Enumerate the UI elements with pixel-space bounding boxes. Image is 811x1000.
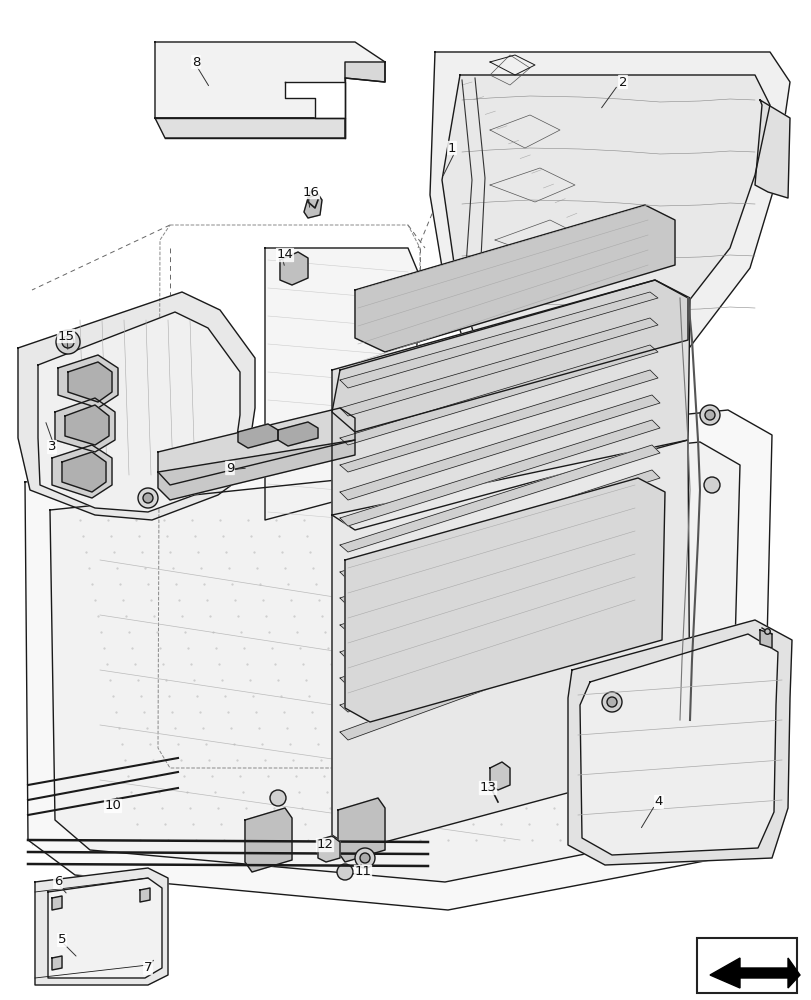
Circle shape xyxy=(704,410,714,420)
Polygon shape xyxy=(340,545,659,660)
Polygon shape xyxy=(340,292,657,388)
Polygon shape xyxy=(568,620,791,865)
Polygon shape xyxy=(52,445,112,498)
Polygon shape xyxy=(340,445,659,552)
Polygon shape xyxy=(441,75,769,355)
Text: 7: 7 xyxy=(144,961,152,974)
Polygon shape xyxy=(489,762,509,790)
Text: 10: 10 xyxy=(105,799,122,812)
Polygon shape xyxy=(65,405,109,445)
Polygon shape xyxy=(337,798,384,862)
Polygon shape xyxy=(48,878,162,978)
Text: 6: 6 xyxy=(54,876,62,888)
Circle shape xyxy=(138,488,158,508)
Text: 12: 12 xyxy=(316,838,333,851)
Polygon shape xyxy=(340,470,659,580)
Text: 8: 8 xyxy=(191,56,200,69)
Polygon shape xyxy=(52,956,62,970)
Polygon shape xyxy=(430,52,789,385)
Circle shape xyxy=(703,477,719,493)
Polygon shape xyxy=(25,410,771,910)
Circle shape xyxy=(56,330,80,354)
Polygon shape xyxy=(158,440,354,500)
Polygon shape xyxy=(340,395,659,500)
Polygon shape xyxy=(340,370,657,472)
Text: 2: 2 xyxy=(618,76,626,89)
Text: 11: 11 xyxy=(354,865,371,878)
Polygon shape xyxy=(52,896,62,910)
Circle shape xyxy=(601,692,621,712)
Polygon shape xyxy=(340,592,659,712)
Polygon shape xyxy=(345,478,664,722)
Text: 14: 14 xyxy=(277,248,293,261)
FancyBboxPatch shape xyxy=(696,938,796,993)
Polygon shape xyxy=(754,100,789,198)
Polygon shape xyxy=(58,355,118,408)
Polygon shape xyxy=(340,318,657,416)
Polygon shape xyxy=(158,408,354,485)
Polygon shape xyxy=(35,868,168,985)
Polygon shape xyxy=(155,42,384,118)
Polygon shape xyxy=(277,422,318,446)
Circle shape xyxy=(354,848,375,868)
Polygon shape xyxy=(155,118,345,138)
Polygon shape xyxy=(340,345,657,445)
Polygon shape xyxy=(579,634,777,855)
Circle shape xyxy=(143,493,152,503)
Polygon shape xyxy=(340,420,659,526)
Polygon shape xyxy=(238,424,277,448)
Polygon shape xyxy=(285,82,345,118)
Circle shape xyxy=(359,853,370,863)
Text: 15: 15 xyxy=(58,330,75,342)
Circle shape xyxy=(699,405,719,425)
Polygon shape xyxy=(345,62,384,82)
Text: 16: 16 xyxy=(303,186,319,198)
Polygon shape xyxy=(245,808,292,872)
Circle shape xyxy=(607,697,616,707)
Polygon shape xyxy=(303,194,322,218)
Polygon shape xyxy=(340,495,659,606)
Polygon shape xyxy=(709,958,799,988)
Polygon shape xyxy=(264,248,418,520)
Polygon shape xyxy=(332,280,687,432)
Text: 1: 1 xyxy=(447,142,456,155)
Text: 4: 4 xyxy=(654,795,663,808)
Polygon shape xyxy=(139,888,150,902)
Text: 13: 13 xyxy=(479,781,496,794)
Circle shape xyxy=(337,864,353,880)
Polygon shape xyxy=(55,398,115,452)
Polygon shape xyxy=(62,452,106,492)
Polygon shape xyxy=(340,520,659,632)
Polygon shape xyxy=(759,630,771,648)
Polygon shape xyxy=(318,836,340,862)
Polygon shape xyxy=(332,440,689,850)
Circle shape xyxy=(62,336,74,348)
Text: 3: 3 xyxy=(48,440,56,454)
Polygon shape xyxy=(38,312,240,512)
Polygon shape xyxy=(340,568,659,686)
Polygon shape xyxy=(332,280,689,530)
Polygon shape xyxy=(280,252,307,285)
Polygon shape xyxy=(18,292,255,520)
Text: 9: 9 xyxy=(225,462,234,475)
Polygon shape xyxy=(354,205,674,352)
Polygon shape xyxy=(68,362,112,402)
Polygon shape xyxy=(340,618,659,740)
Polygon shape xyxy=(50,442,739,882)
Text: 5: 5 xyxy=(58,933,67,946)
Circle shape xyxy=(270,790,285,806)
